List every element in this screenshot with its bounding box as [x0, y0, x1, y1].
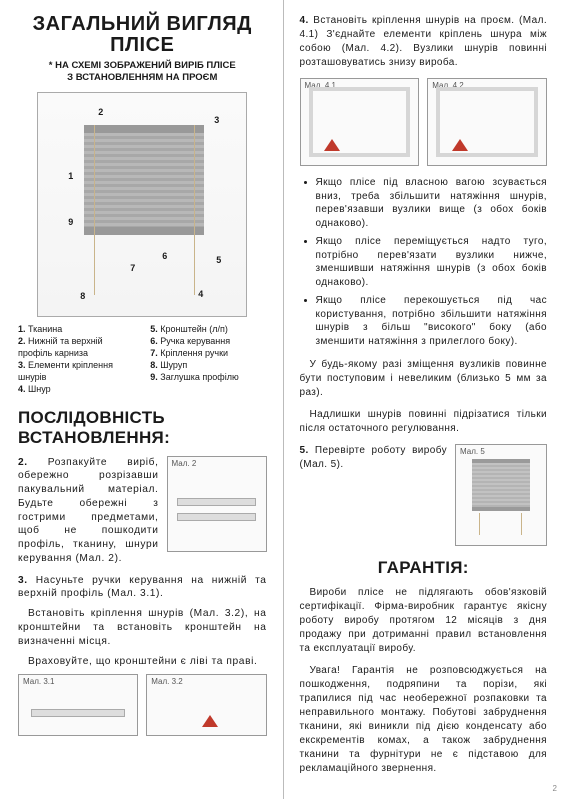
figure-mal-4-2: Мал. 4.2 [427, 78, 547, 166]
figure-mal-4-1: Мал. 4.1 [300, 78, 420, 166]
step-3-line2: Встановіть кріплення шнурів (Мал. 3.2), … [18, 607, 267, 648]
figure-row-4: Мал. 4.1 Мал. 4.2 [300, 78, 548, 166]
left-column: ЗАГАЛЬНИЙ ВИГЛЯД ПЛІСЕ * НА СХЕМІ ЗОБРАЖ… [0, 0, 283, 799]
note-2: Надлишки шнурів повинні підрізатися тіль… [300, 408, 548, 436]
note-1: У будь-якому разі зміщення вузликів пови… [300, 358, 548, 400]
page: ЗАГАЛЬНИЙ ВИГЛЯД ПЛІСЕ * НА СХЕМІ ЗОБРАЖ… [0, 0, 565, 799]
step-3-line3: Враховуйте, що кронштейни є ліві та прав… [18, 655, 267, 669]
step-4-text: 4. Встановіть кріплення шнурів на проєм.… [300, 14, 548, 70]
step-5: 5. Перевірте роботу виробу (Мал. 5). Мал… [300, 444, 548, 546]
dl-9: 9 [68, 217, 73, 227]
figure-mal-3-1: Мал. 3.1 [18, 674, 138, 736]
sequence-title: ПОСЛІДОВНІСТЬ ВСТАНОВЛЕННЯ: [18, 408, 267, 448]
dl-3: 3 [214, 115, 219, 125]
dl-5: 5 [216, 255, 221, 265]
step-2: 2. Розпакуйте виріб, обережно розрізавши… [18, 456, 267, 566]
step-2-text: 2. Розпакуйте виріб, обережно розрізавши… [18, 456, 159, 566]
main-title: ЗАГАЛЬНИЙ ВИГЛЯД ПЛІСЕ [18, 14, 267, 56]
dl-7: 7 [130, 263, 135, 273]
legend-col-left: 1. Тканина 2. Нижній та верхній профіль … [18, 323, 134, 396]
warranty-p1: Вироби плісе не підлягають обов'язковій … [300, 586, 548, 656]
bullet-2: Якщо плісе переміщується надто туго, пот… [316, 235, 548, 289]
subtitle: * НА СХЕМІ ЗОБРАЖЕНИЙ ВИРІБ ПЛІСЕ З ВСТА… [18, 60, 267, 84]
overview-diagram: 1 2 3 4 5 6 7 8 9 [37, 92, 247, 317]
bullet-3: Якщо плісе перекошується під час користу… [316, 294, 548, 348]
figure-mal-2: Мал. 2 [167, 456, 267, 552]
dl-2: 2 [98, 107, 103, 117]
adjustment-bullets: Якщо плісе під власною вагою зсувається … [300, 176, 548, 348]
dl-4: 4 [198, 289, 203, 299]
legend-col-right: 5. Кронштейн (л/п) 6. Ручка керування 7.… [150, 323, 266, 396]
figure-mal-5: Мал. 5 [455, 444, 547, 546]
right-column: 4. Встановіть кріплення шнурів на проєм.… [283, 0, 565, 799]
diagram-blind [84, 125, 204, 235]
bullet-1: Якщо плісе під власною вагою зсувається … [316, 176, 548, 230]
step-3-line1: 3. Насуньте ручки керування на нижній та… [18, 574, 267, 602]
dl-8: 8 [80, 291, 85, 301]
page-number: 2 [553, 784, 557, 793]
figure-mal-3-2: Мал. 3.2 [146, 674, 266, 736]
warranty-title: ГАРАНТІЯ: [300, 558, 548, 578]
warranty-p2: Увага! Гарантія не розповсюджується на п… [300, 664, 548, 776]
legend: 1. Тканина 2. Нижній та верхній профіль … [18, 323, 267, 396]
dl-1: 1 [68, 171, 73, 181]
dl-6: 6 [162, 251, 167, 261]
figure-row-3: Мал. 3.1 Мал. 3.2 [18, 674, 267, 736]
step-5-text: 5. Перевірте роботу виробу (Мал. 5). [300, 444, 448, 472]
